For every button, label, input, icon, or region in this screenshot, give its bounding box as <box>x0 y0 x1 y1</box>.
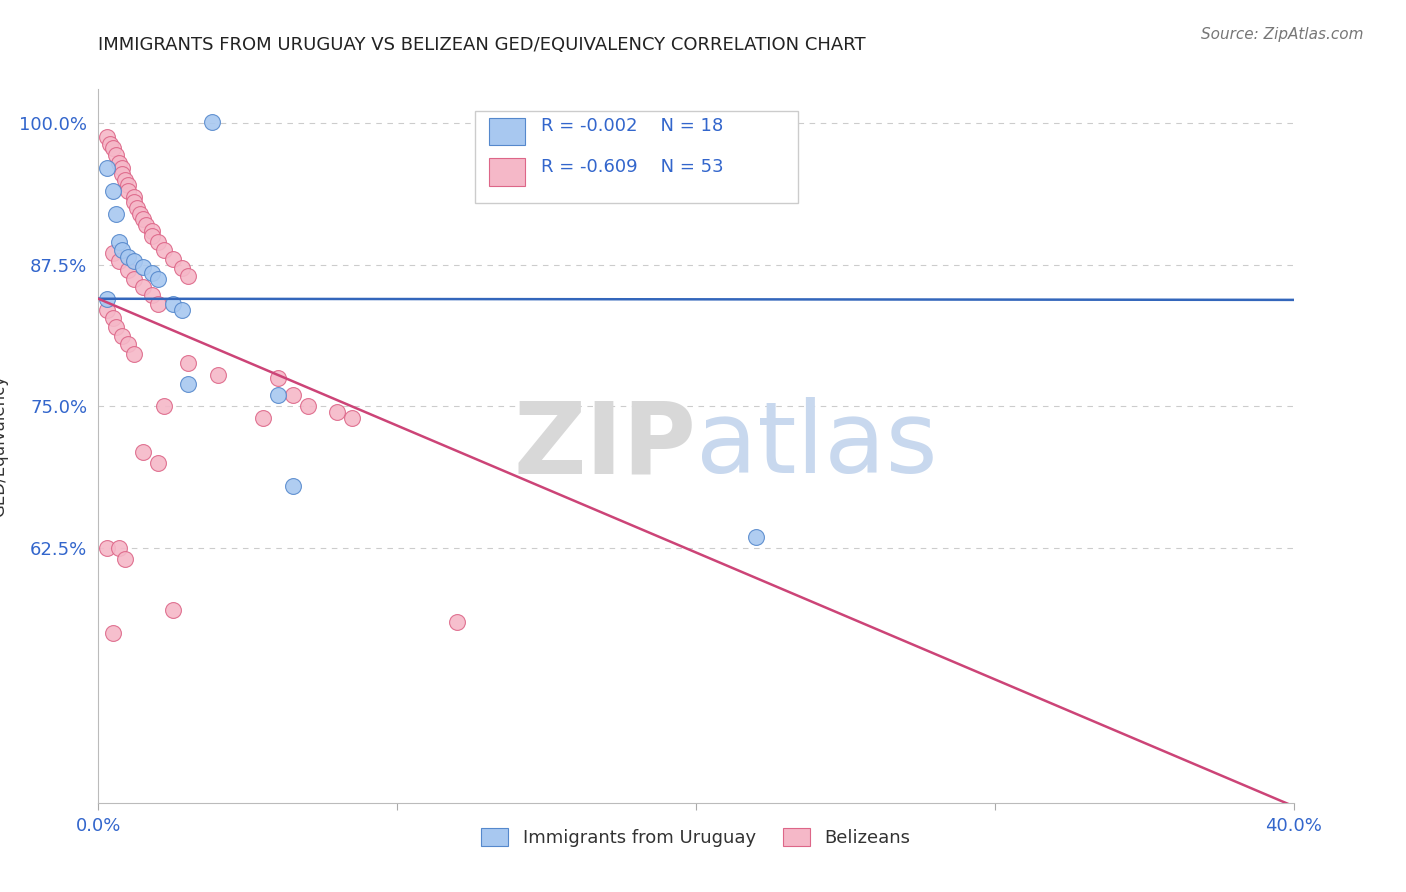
Point <box>103 184 125 198</box>
Point <box>117 337 139 351</box>
Point <box>132 280 155 294</box>
Point <box>148 297 170 311</box>
Point <box>105 320 128 334</box>
Point <box>172 303 194 318</box>
Point <box>267 371 290 385</box>
Point <box>105 207 128 221</box>
Point <box>141 224 163 238</box>
Text: atlas: atlas <box>696 398 938 494</box>
Point <box>172 261 194 276</box>
Point <box>148 456 170 470</box>
Y-axis label: GED/Equivalency: GED/Equivalency <box>0 375 8 517</box>
Point <box>201 115 224 129</box>
Text: Source: ZipAtlas.com: Source: ZipAtlas.com <box>1201 27 1364 42</box>
Point <box>153 400 176 414</box>
Point <box>108 156 131 170</box>
Point <box>132 212 155 227</box>
Point <box>162 252 184 266</box>
Point <box>124 272 146 286</box>
FancyBboxPatch shape <box>475 111 797 203</box>
Point <box>141 288 163 302</box>
Legend: Immigrants from Uruguay, Belizeans: Immigrants from Uruguay, Belizeans <box>474 821 918 855</box>
Point <box>96 161 118 176</box>
FancyBboxPatch shape <box>489 118 524 145</box>
Point <box>207 368 229 382</box>
Point <box>132 260 155 274</box>
Point <box>105 148 128 162</box>
Point <box>96 303 118 318</box>
Point <box>117 184 139 198</box>
Point <box>96 541 118 555</box>
Point <box>148 272 170 286</box>
Point <box>162 603 184 617</box>
Text: R = -0.002    N = 18: R = -0.002 N = 18 <box>541 118 723 136</box>
Point <box>103 246 125 260</box>
Point <box>98 136 122 151</box>
Point <box>135 218 157 232</box>
Point <box>127 201 149 215</box>
Point <box>124 195 146 210</box>
Point <box>108 541 131 555</box>
Point <box>326 405 349 419</box>
Point <box>111 243 134 257</box>
Text: ZIP: ZIP <box>513 398 696 494</box>
Point <box>162 297 184 311</box>
Point <box>108 235 131 249</box>
Point <box>129 207 152 221</box>
Point <box>745 530 768 544</box>
Point <box>96 129 118 144</box>
Point <box>132 444 155 458</box>
Point <box>141 229 163 244</box>
Text: IMMIGRANTS FROM URUGUAY VS BELIZEAN GED/EQUIVALENCY CORRELATION CHART: IMMIGRANTS FROM URUGUAY VS BELIZEAN GED/… <box>98 36 866 54</box>
Point <box>96 292 118 306</box>
Point <box>267 388 290 402</box>
Point <box>342 410 364 425</box>
Point <box>111 167 134 181</box>
Point <box>117 178 139 193</box>
Point <box>111 329 134 343</box>
Point <box>103 311 125 326</box>
Point <box>141 266 163 280</box>
Point <box>114 173 136 187</box>
Point <box>153 243 176 257</box>
Text: R = -0.609    N = 53: R = -0.609 N = 53 <box>541 158 723 176</box>
Point <box>103 626 125 640</box>
Point <box>177 269 200 284</box>
Point <box>252 410 274 425</box>
Point <box>124 347 146 361</box>
Point <box>124 254 146 268</box>
Point <box>177 356 200 370</box>
Point <box>117 263 139 277</box>
Point <box>297 400 319 414</box>
Point <box>281 388 304 402</box>
Point <box>103 141 125 155</box>
FancyBboxPatch shape <box>489 159 524 186</box>
Point <box>117 250 139 264</box>
Point <box>108 254 131 268</box>
Point <box>124 190 146 204</box>
Point <box>281 478 304 492</box>
Point <box>111 161 134 176</box>
Point <box>177 376 200 391</box>
Point <box>446 615 468 629</box>
Point <box>148 235 170 249</box>
Point <box>114 552 136 566</box>
